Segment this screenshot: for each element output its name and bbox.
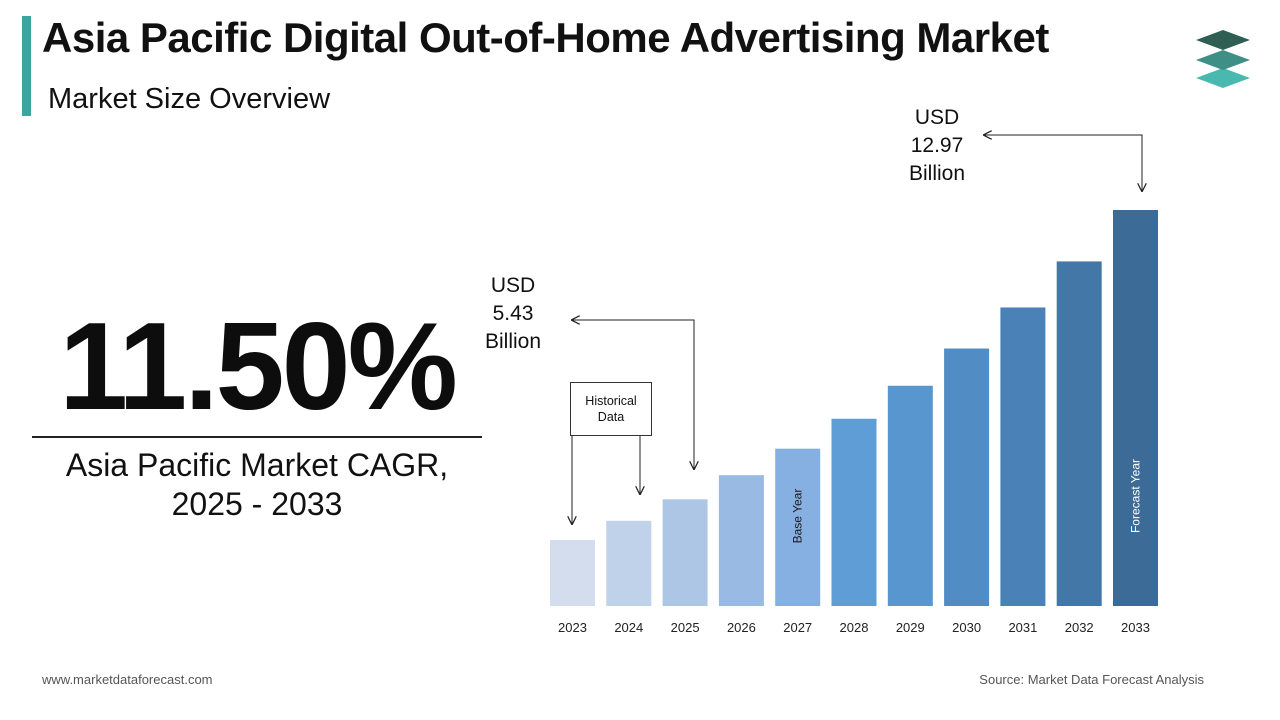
x-tick-label-2024: 2024 (614, 620, 643, 635)
start-value-arrow (572, 320, 694, 469)
website-url: www.marketdataforecast.com (42, 672, 213, 687)
bar-2024 (606, 520, 652, 606)
start-value-callout: USD 5.43 Billion (484, 274, 542, 353)
cagr-divider (32, 436, 482, 438)
layered-stack-icon (1196, 30, 1250, 88)
bar-label-2033: Forecast Year (1129, 459, 1143, 533)
x-tick-label-2025: 2025 (671, 620, 700, 635)
x-tick-label-2028: 2028 (840, 620, 869, 635)
x-tick-label-2026: 2026 (727, 620, 756, 635)
bar-2029 (887, 385, 933, 606)
x-tick-label-2029: 2029 (896, 620, 925, 635)
page-title: Asia Pacific Digital Out-of-Home Adverti… (42, 14, 1049, 61)
title-accent-bar (22, 16, 31, 116)
cagr-value: 11.50% (59, 298, 458, 436)
bar-2030 (944, 348, 990, 606)
source-note: Source: Market Data Forecast Analysis (979, 672, 1204, 687)
x-tick-label-2023: 2023 (558, 620, 587, 635)
x-tick-label-2032: 2032 (1065, 620, 1094, 635)
end-value-callout: USD 12.97 Billion (908, 106, 966, 185)
bar-2033 (1113, 210, 1158, 606)
bar-2023 (550, 540, 595, 606)
bar-2026 (718, 475, 764, 606)
cagr-label: Asia Pacific Market CAGR, 2025 - 2033 (32, 446, 482, 524)
cagr-label-line2: 2025 - 2033 (171, 486, 343, 522)
bar-2032 (1056, 261, 1102, 606)
historical-data-text: Historical Data (585, 394, 637, 424)
page-subtitle: Market Size Overview (48, 83, 331, 115)
end-value-arrow (984, 135, 1142, 191)
bar-2025 (662, 499, 708, 606)
x-tick-label-2033: 2033 (1121, 620, 1150, 635)
bar-2031 (1000, 307, 1046, 606)
x-tick-label-2027: 2027 (783, 620, 812, 635)
bar-label-2027: Base Year (791, 489, 805, 544)
bar-2028 (831, 418, 877, 606)
x-tick-label-2030: 2030 (952, 620, 981, 635)
x-tick-label-2031: 2031 (1008, 620, 1037, 635)
historical-data-label: Historical Data (570, 382, 652, 436)
cagr-label-line1: Asia Pacific Market CAGR, (65, 447, 449, 483)
bar-2027 (775, 448, 821, 606)
